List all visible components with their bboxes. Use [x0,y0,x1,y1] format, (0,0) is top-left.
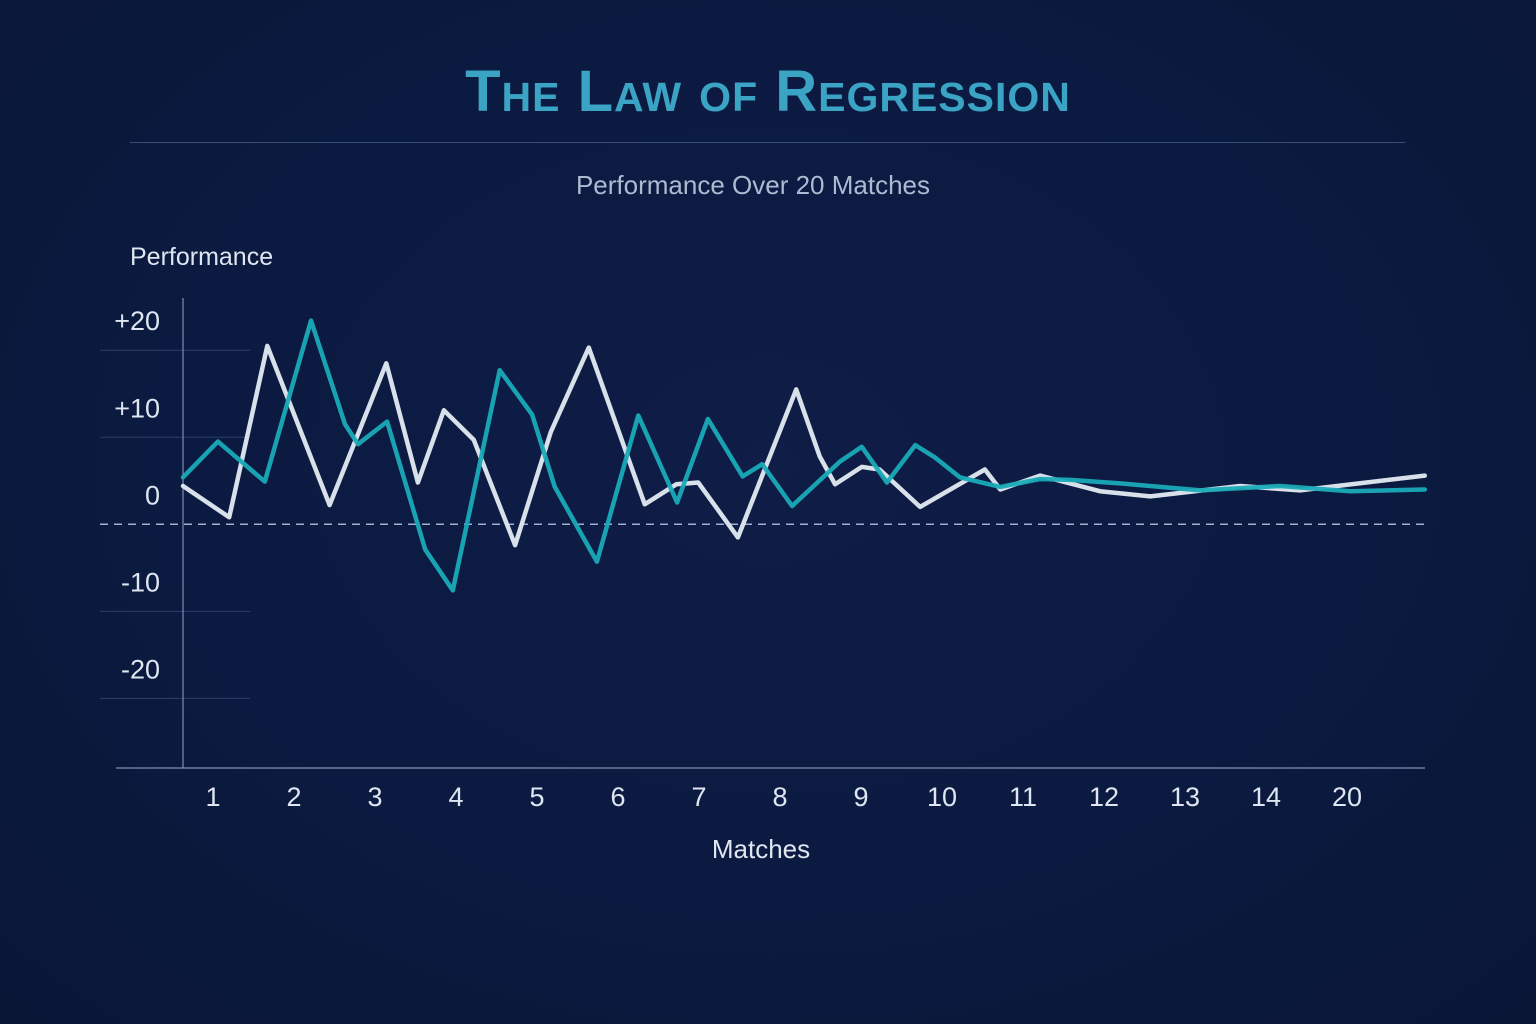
y-tick-label: +10 [114,393,160,423]
x-tick-label: 13 [1170,782,1200,812]
title-divider [130,142,1405,143]
x-tick-label: 14 [1251,782,1281,812]
x-tick-label: 9 [853,782,868,812]
x-tick-label: 12 [1089,782,1119,812]
series-line-2 [180,318,1428,593]
x-tick-label: 2 [286,782,301,812]
x-tick-label: 1 [205,782,220,812]
x-tick-label: 8 [772,782,787,812]
x-tick-label: 11 [1009,782,1037,812]
x-tick-label: 6 [610,782,625,812]
chart-subtitle: Performance Over 20 Matches [575,170,931,200]
x-tick-label: 4 [448,782,463,812]
y-tick-label: -10 [121,567,160,597]
y-tick-label: -20 [121,654,160,684]
y-tick-label: +20 [114,306,160,336]
y-axis-label: Performance [130,243,274,271]
x-tick-label: 10 [927,782,957,812]
chart-title: The Law of Regression [465,59,1071,124]
x-tick-label: 7 [691,782,706,812]
y-tick-label: 0 [145,480,160,510]
x-axis-label: Matches [711,834,811,864]
series-line-1 [180,343,1428,548]
x-tick-label: 5 [529,782,544,812]
x-tick-label: 3 [367,782,382,812]
x-tick-label: 20 [1332,782,1362,812]
